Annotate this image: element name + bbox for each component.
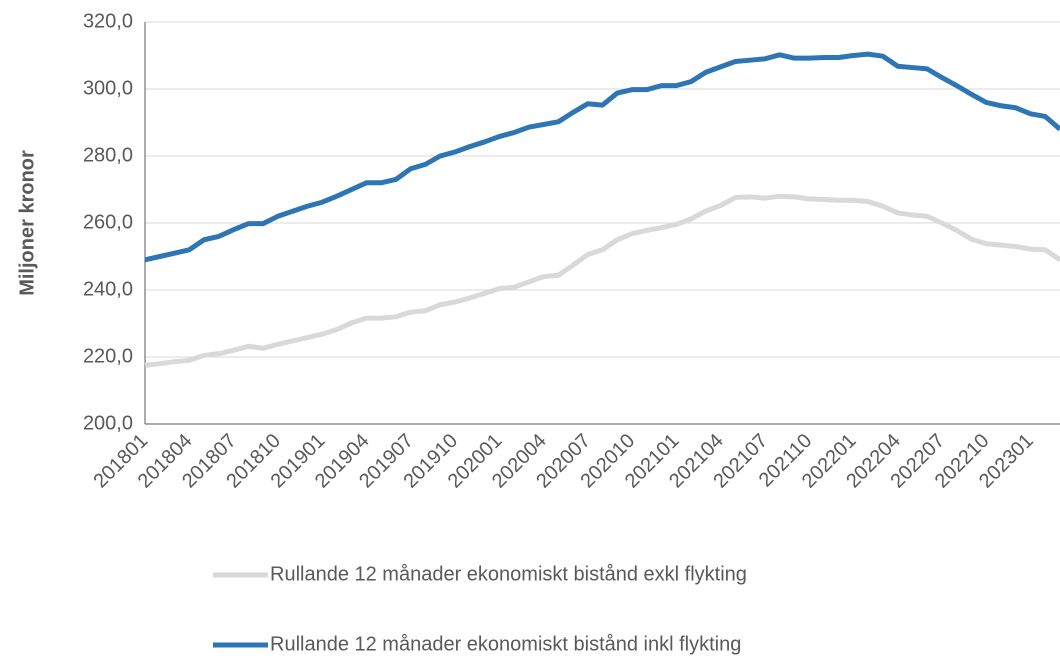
y-tick-label: 300,0	[83, 77, 133, 99]
legend-label: Rullande 12 månader ekonomiskt bistånd i…	[270, 633, 741, 655]
line-series	[144, 51, 1060, 263]
legend-label: Rullande 12 månader ekonomiskt bistånd e…	[270, 563, 747, 585]
y-tick-label: 280,0	[83, 144, 133, 166]
y-axis-title: Miljoner kronor	[16, 150, 38, 296]
y-tick-label: 260,0	[83, 211, 133, 233]
y-tick-label: 200,0	[83, 412, 133, 434]
y-tick-label: 240,0	[83, 278, 133, 300]
line-series	[144, 193, 1060, 368]
y-tick-label: 320,0	[83, 10, 133, 32]
y-tick-label: 220,0	[83, 345, 133, 367]
